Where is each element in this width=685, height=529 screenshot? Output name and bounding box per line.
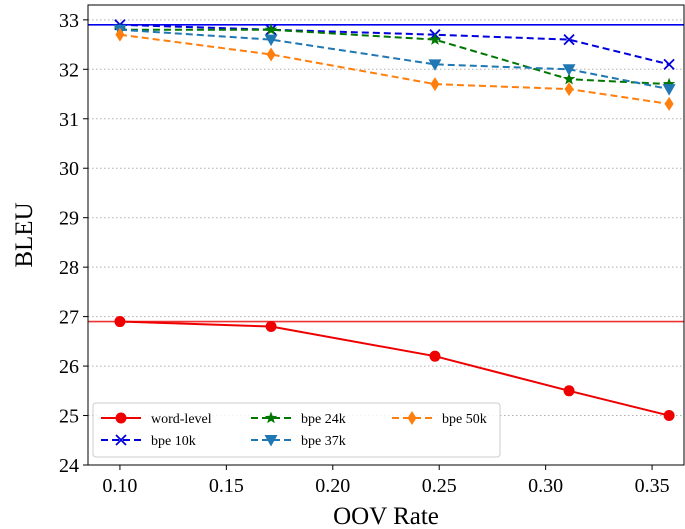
data-point <box>662 77 676 90</box>
reference-lines <box>88 23 684 323</box>
data-point <box>114 316 126 328</box>
data-point <box>428 59 442 71</box>
data-point <box>264 435 278 447</box>
series-bpe-24k <box>113 23 676 90</box>
series-line <box>119 28 670 86</box>
data-point <box>430 77 440 92</box>
data-point <box>662 84 676 96</box>
legend: word-level bpe 10k bpe 24k bpe 37k bpe 50k <box>92 402 501 458</box>
legend-label: bpe 24k <box>301 412 346 427</box>
plot-area-frame <box>87 4 685 466</box>
data-point <box>562 64 576 76</box>
y-axis-label: BLEU <box>11 202 38 267</box>
data-point <box>407 411 417 425</box>
x-axis-ticks: 0.10 0.15 0.20 0.25 0.30 0.35 <box>102 465 670 497</box>
y-tick-label: 33 <box>59 10 79 32</box>
y-tick-label: 30 <box>59 158 79 180</box>
series-bpe-50k <box>115 27 674 111</box>
data-point <box>264 34 278 47</box>
legend-item: bpe 24k <box>251 411 346 427</box>
series-line <box>119 33 670 105</box>
legend-item: bpe 10k <box>101 434 196 449</box>
data-point <box>265 321 277 333</box>
y-tick-label: 32 <box>59 59 79 81</box>
y-axis-ticks: 24 25 26 27 28 29 30 31 32 33 <box>59 10 88 477</box>
series-line <box>119 23 670 66</box>
y-tick-label: 26 <box>59 356 79 378</box>
data-point <box>115 27 125 42</box>
data-point <box>264 23 278 35</box>
legend-label: bpe 37k <box>301 434 346 449</box>
series-line <box>119 320 670 417</box>
data-point <box>264 411 278 424</box>
data-point <box>663 58 675 70</box>
y-tick-label: 27 <box>59 307 79 329</box>
data-point <box>429 350 441 362</box>
y-tick-label: 25 <box>59 406 79 428</box>
data-point <box>663 410 675 422</box>
x-tick-label: 0.25 <box>422 475 457 497</box>
data-point <box>664 96 674 111</box>
data-point <box>562 72 576 85</box>
data-point <box>563 385 575 397</box>
series-word-level <box>114 316 675 422</box>
data-point <box>266 47 276 62</box>
x-tick-label: 0.15 <box>209 475 244 497</box>
legend-label: bpe 50k <box>442 412 487 427</box>
series-line <box>119 28 670 91</box>
grid <box>88 19 684 466</box>
data-point <box>115 434 127 446</box>
y-tick-label: 24 <box>59 455 79 477</box>
x-tick-label: 0.10 <box>102 475 137 497</box>
y-tick-label: 31 <box>59 109 79 131</box>
y-tick-label: 29 <box>59 208 79 230</box>
x-tick-label: 0.35 <box>635 475 670 497</box>
legend-item: word-level <box>101 412 212 427</box>
series-bpe-37k <box>113 24 676 96</box>
x-tick-label: 0.30 <box>528 475 563 497</box>
legend-label: bpe 10k <box>151 434 196 449</box>
legend-item: bpe 37k <box>251 434 346 449</box>
x-tick-label: 0.20 <box>315 475 350 497</box>
legend-item: bpe 50k <box>392 411 487 427</box>
data-point <box>563 33 575 46</box>
x-axis-label: OOV Rate <box>333 503 439 529</box>
series-layer <box>113 19 676 422</box>
legend-box <box>92 402 501 458</box>
legend-label: word-level <box>151 412 212 427</box>
data-point <box>428 33 442 45</box>
data-point <box>564 82 574 97</box>
data-point <box>115 412 127 424</box>
y-tick-label: 28 <box>59 257 79 279</box>
